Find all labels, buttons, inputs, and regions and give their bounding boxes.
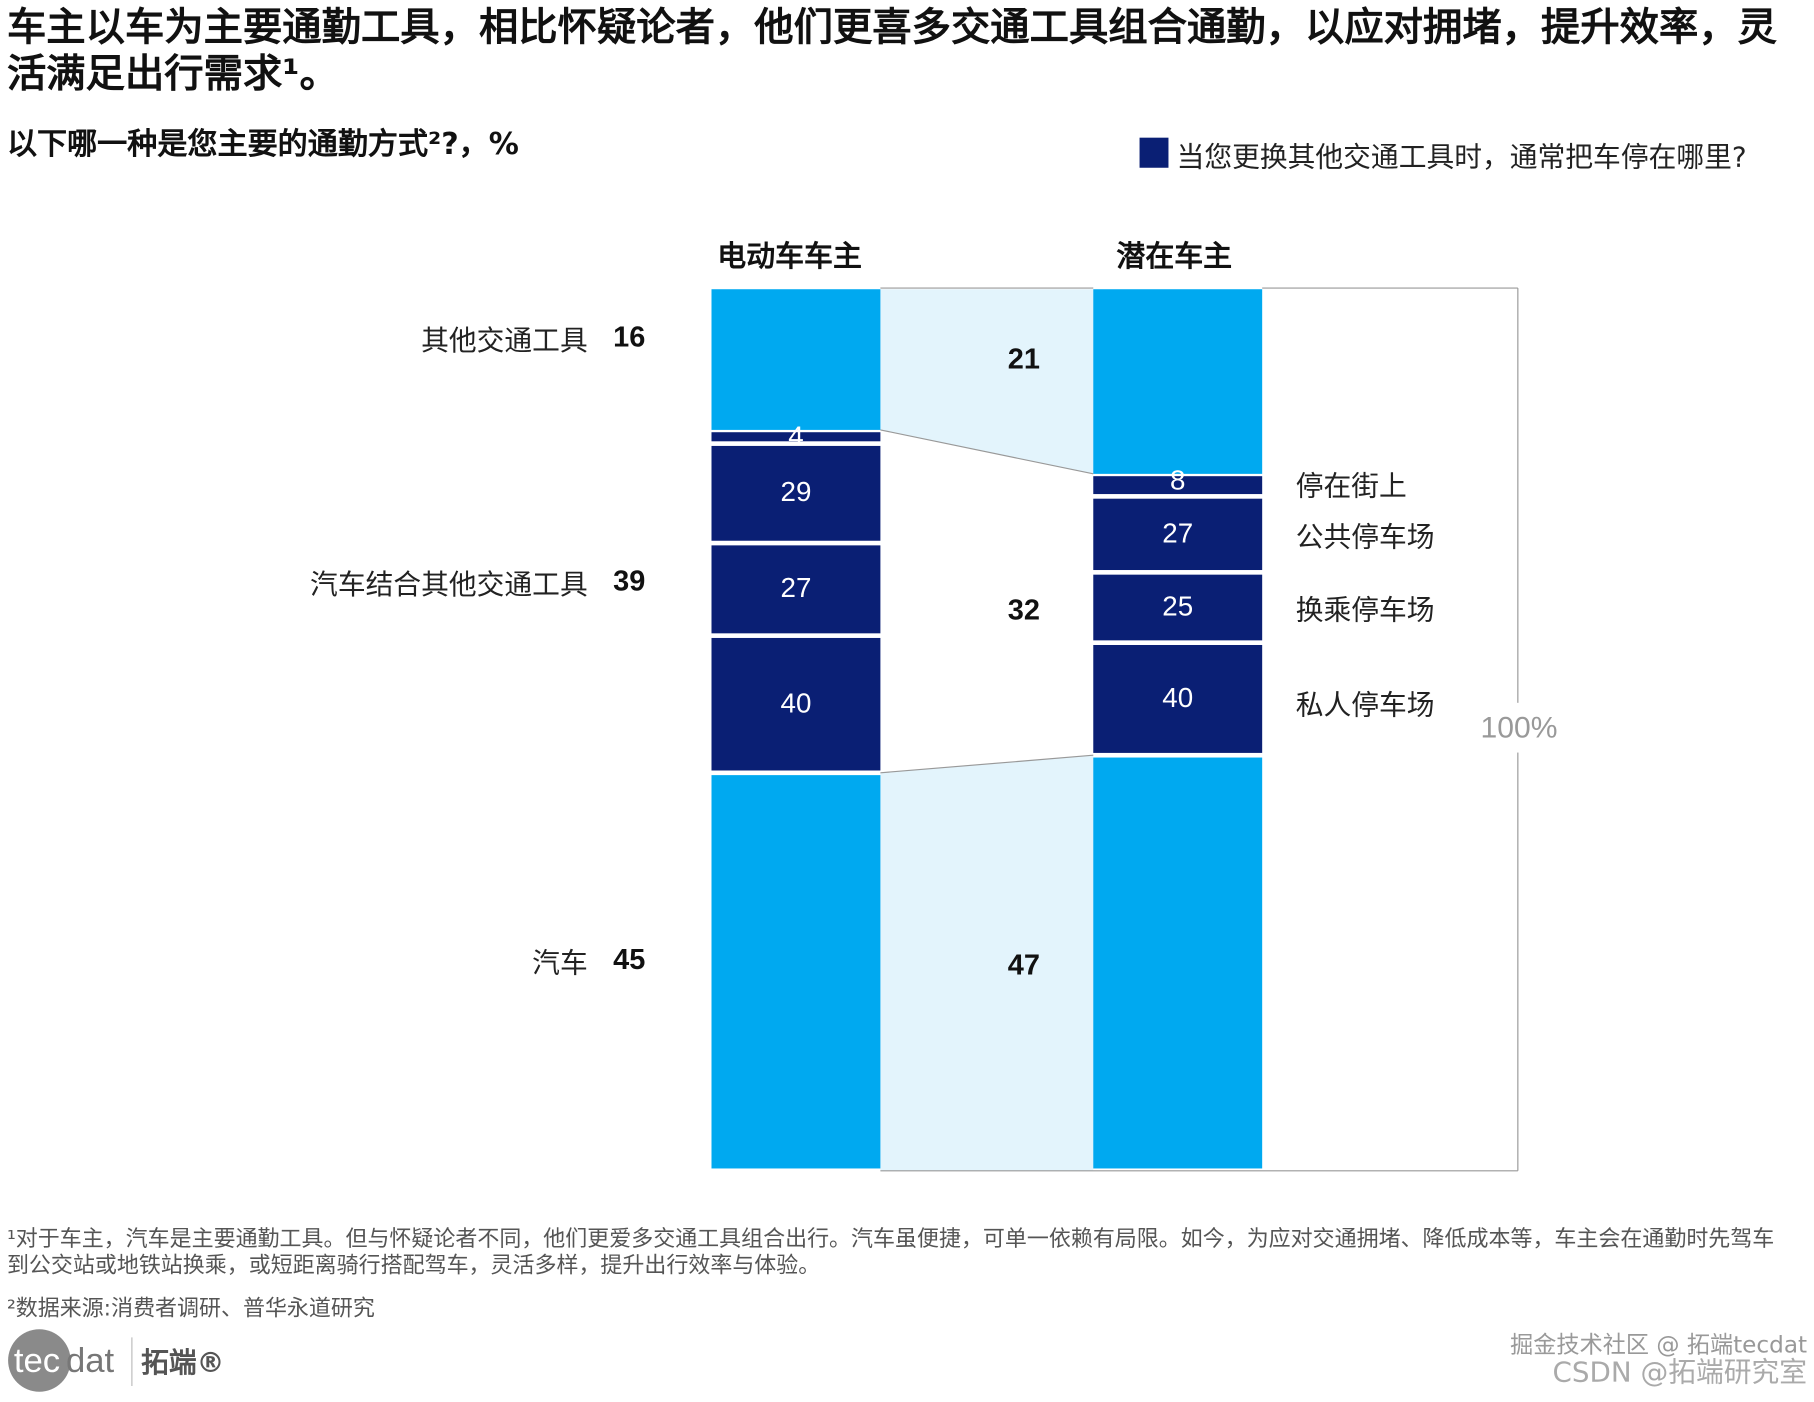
parking-value-potential-1: 27 — [1162, 518, 1194, 550]
potential-value-0: 21 — [1007, 343, 1040, 376]
parking-value-potential-0: 8 — [1169, 464, 1186, 496]
bar-potential-parking-3 — [1093, 644, 1263, 753]
bar-ev-parking-3 — [711, 637, 881, 771]
bar-potential-other-transport — [1093, 289, 1263, 474]
bar-ev-other-transport — [711, 289, 881, 430]
total-100-label: 100% — [1480, 702, 1558, 753]
parking-value-ev-2: 27 — [780, 573, 812, 605]
bar-potential-parking-2 — [1093, 574, 1263, 641]
row-label-1: 汽车结合其他交通工具 — [310, 568, 588, 602]
parking-label-1: 公共停车场 — [1295, 521, 1435, 554]
legend-label: 当您更换其他交通工具时，通常把车停在哪里? — [1176, 141, 1747, 174]
parking-value-ev-0: 4 — [788, 420, 804, 452]
parking-value-ev-3: 40 — [780, 688, 812, 720]
watermark-line-1: 掘金技术社区 @ 拓端tecdat — [1510, 1330, 1808, 1359]
parking-label-0: 停在街上 — [1295, 470, 1407, 504]
band-car — [880, 755, 1094, 1171]
row-label-0: 其他交通工具 — [421, 324, 588, 357]
ev-value-1: 39 — [613, 565, 646, 598]
band-other-transport — [880, 289, 1094, 474]
parking-label-2: 换乘停车场 — [1295, 594, 1435, 627]
parking-value-potential-3: 40 — [1162, 682, 1194, 714]
bar-potential-parking-0 — [1093, 476, 1263, 495]
connector-line-top — [880, 429, 1094, 475]
tecdat-logo: tec dat 拓端® — [5, 1328, 236, 1402]
bar-potential-car — [1093, 757, 1263, 1169]
bar-ev-parking-2 — [711, 545, 881, 634]
potential-value-1: 32 — [1007, 594, 1040, 627]
ev-value-0: 16 — [613, 321, 646, 354]
bar-ev-parking-0 — [711, 432, 881, 442]
legend-swatch — [1139, 137, 1169, 168]
parking-value-potential-2: 25 — [1162, 591, 1194, 623]
footnote-1: ¹对于车主，汽车是主要通勤工具。但与怀疑论者不同，他们更爱多交通工具组合出行。汽… — [6, 1226, 1775, 1279]
page-title: 车主以车为主要通勤工具，相比怀疑论者，他们更喜多交通工具组合通勤，以应对拥堵，提… — [6, 4, 1777, 98]
parking-label-3: 私人停车场 — [1295, 689, 1435, 722]
question-subtitle: 以下哪一种是您主要的通勤方式²?，% — [6, 127, 519, 162]
footnote-2: ²数据来源:消费者调研、普华永道研究 — [6, 1295, 375, 1322]
bar-ev-car — [711, 775, 881, 1169]
bar-potential-parking-1 — [1093, 498, 1263, 571]
bar-ev-parking-1 — [711, 445, 881, 541]
svg-text:dat: dat — [66, 1342, 115, 1380]
column-header-potential: 潜在车主 — [1116, 239, 1233, 274]
watermark-line-2: CSDN @拓端研究室 — [1552, 1355, 1808, 1389]
watermark: 掘金技术社区 @ 拓端tecdat CSDN @拓端研究室 — [1510, 1330, 1807, 1386]
ev-value-2: 45 — [613, 943, 646, 976]
potential-value-2: 47 — [1007, 949, 1040, 982]
parking-value-ev-1: 29 — [780, 477, 812, 509]
row-label-2: 汽车 — [532, 946, 588, 980]
column-header-ev: 电动车车主 — [717, 239, 862, 274]
connector-line-bottom — [880, 754, 1094, 774]
svg-text:拓端®: 拓端® — [141, 1346, 224, 1379]
svg-text:tec: tec — [14, 1342, 60, 1380]
